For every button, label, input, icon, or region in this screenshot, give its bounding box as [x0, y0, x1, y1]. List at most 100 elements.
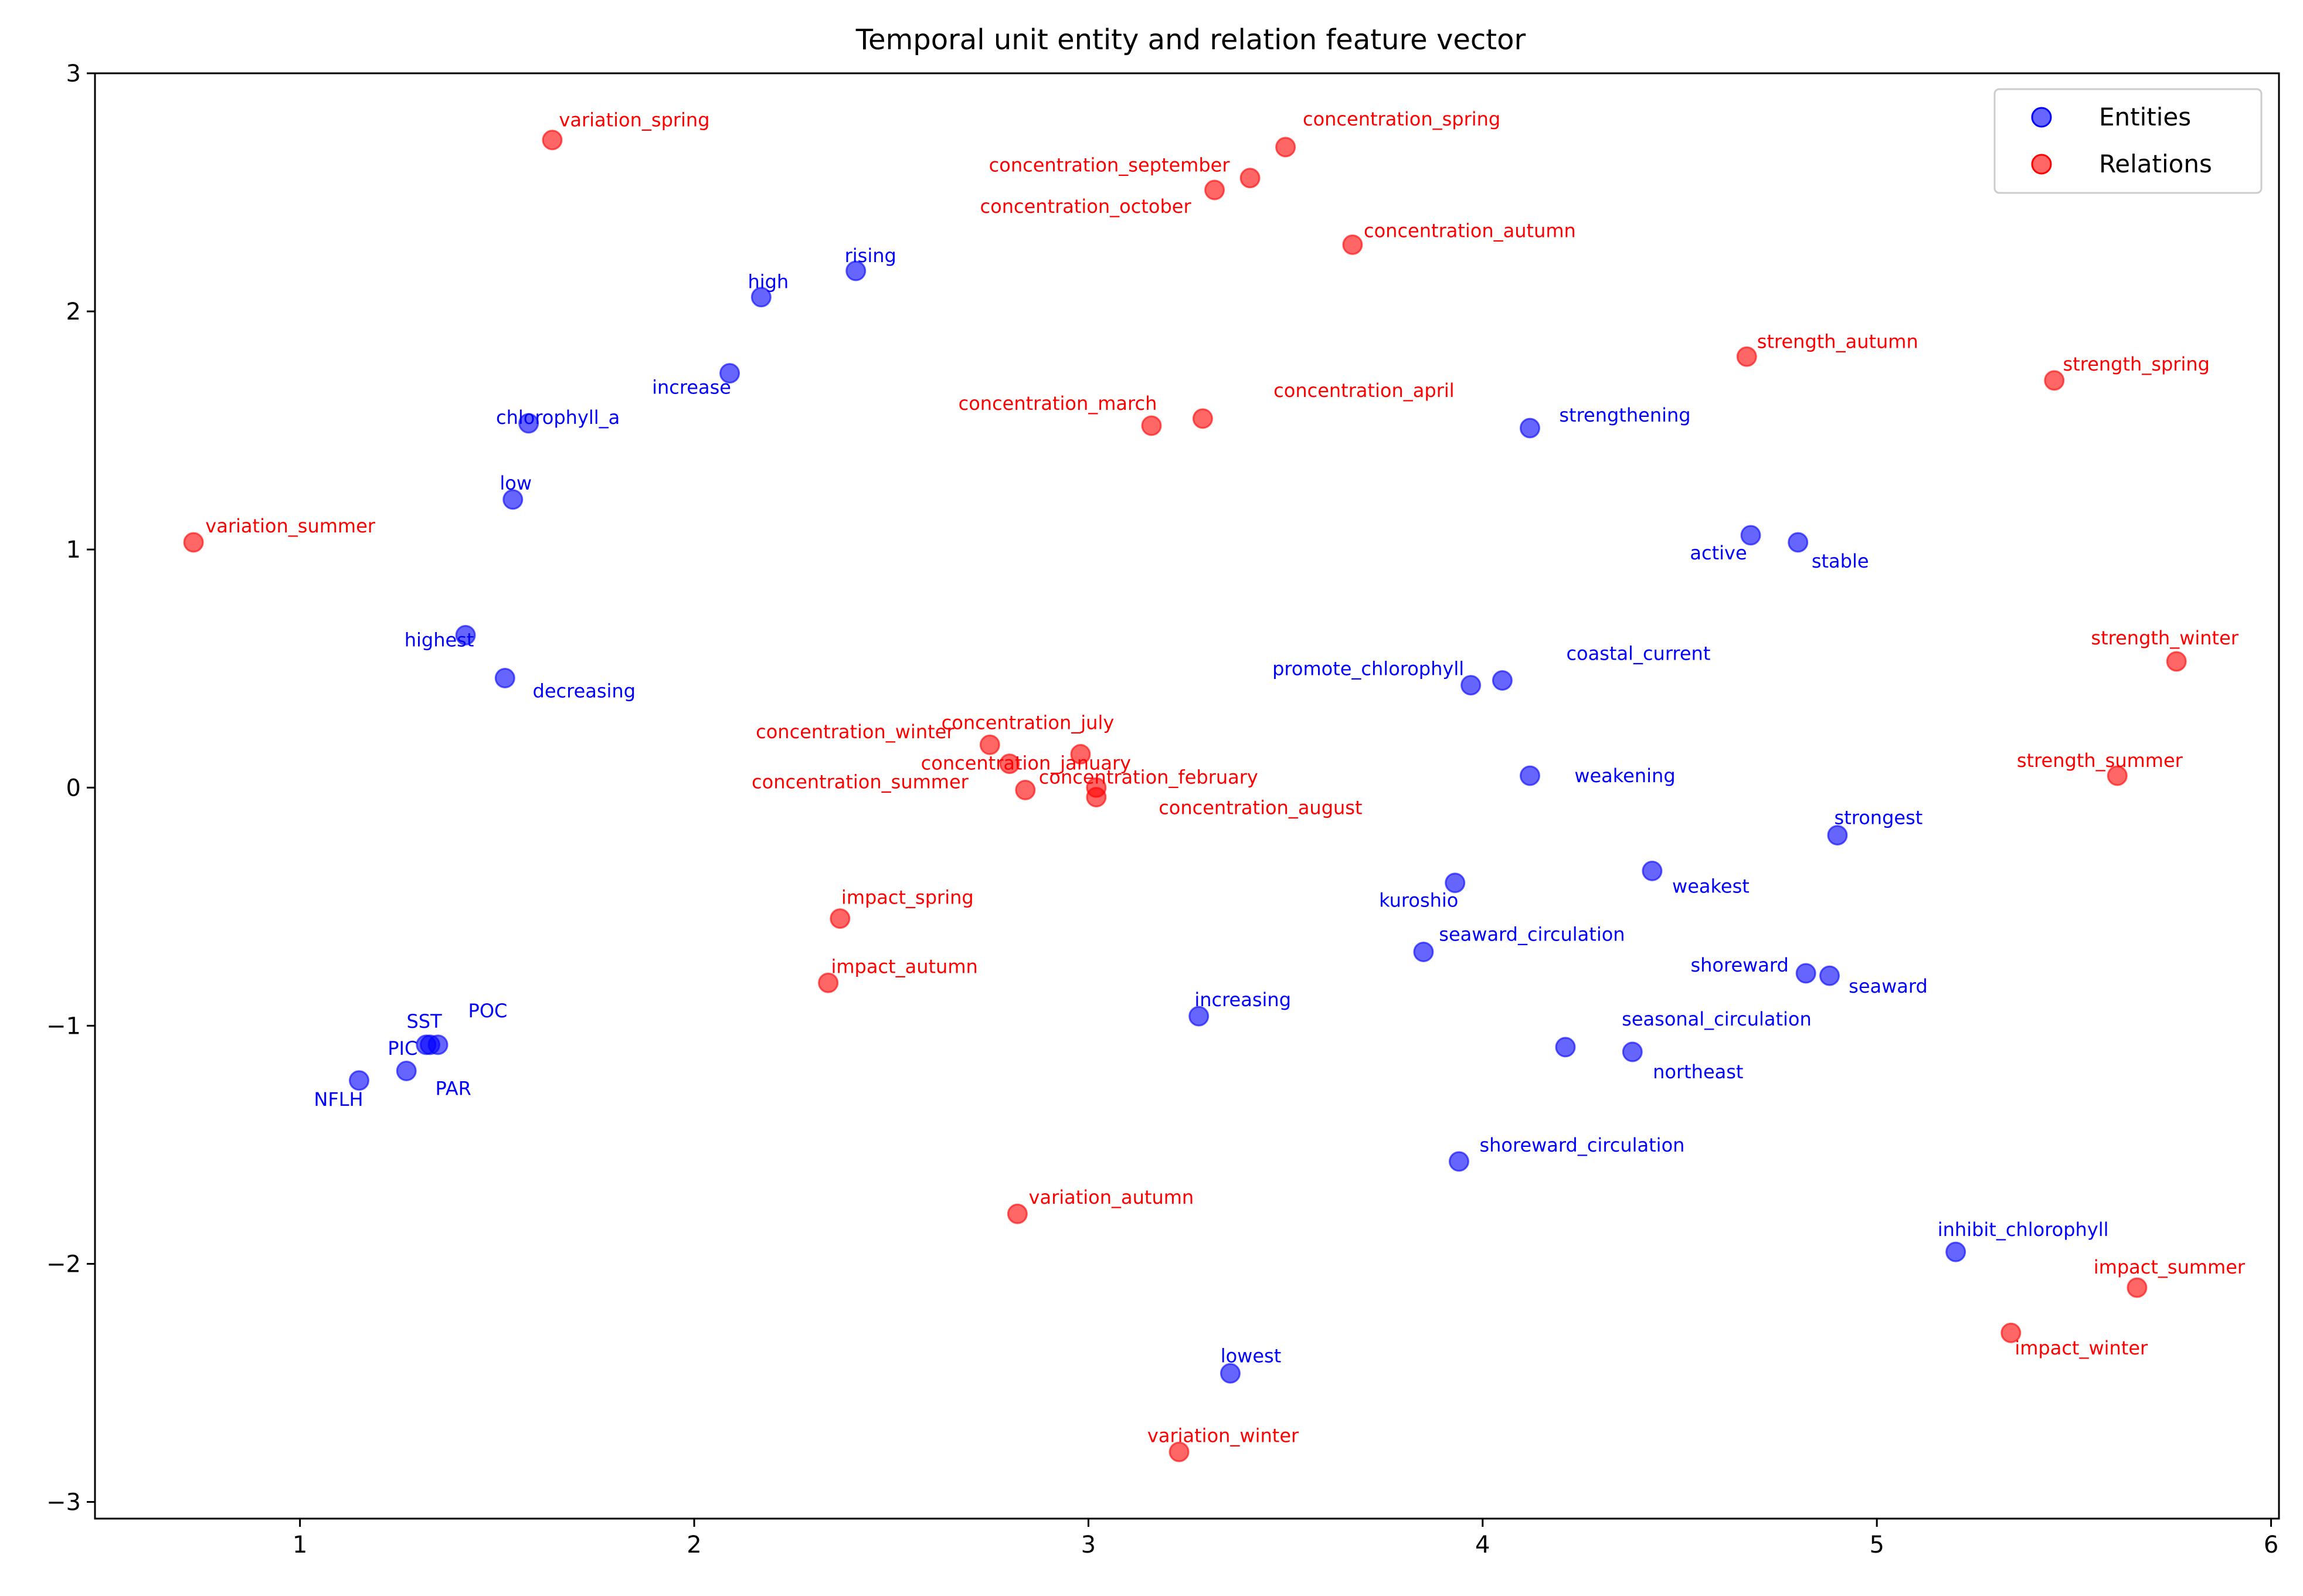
points-layer	[183, 130, 2187, 1462]
relation-label-impact-spring: impact_spring	[841, 887, 974, 909]
chart-title: Temporal unit entity and relation featur…	[855, 23, 1526, 56]
entity-point-high	[750, 287, 772, 308]
entity-point-stable	[1788, 532, 1809, 553]
entity-label-kuroshio: kuroshio	[1379, 889, 1458, 912]
entity-point-pic	[416, 1034, 437, 1055]
y-tick-label: 1	[66, 536, 81, 563]
entity-label-increase: increase	[652, 376, 731, 399]
legend-marker-relations	[2031, 154, 2052, 175]
relation-label-strength-summer: strength_summer	[2017, 749, 2183, 772]
y-tick-label: −1	[46, 1013, 81, 1040]
x-tick-label: 6	[2264, 1532, 2278, 1558]
relation-label-concentration-summer: concentration_summer	[752, 771, 969, 793]
relation-point-variation-autumn	[1007, 1203, 1028, 1224]
entity-point-strongest	[1827, 825, 1848, 846]
entity-point-nflh	[348, 1070, 369, 1091]
legend-frame	[1993, 88, 2263, 194]
entity-point-par	[396, 1061, 417, 1082]
entity-label-northeast: northeast	[1653, 1061, 1743, 1083]
relation-point-concentration-october	[1204, 179, 1225, 201]
entity-point-decreasing	[494, 667, 515, 688]
relation-point-concentration-april	[1192, 408, 1213, 429]
x-tick-label: 3	[1081, 1532, 1096, 1558]
entity-label-seaward: seaward	[1849, 975, 1928, 997]
relation-point-concentration-september	[1239, 168, 1261, 189]
y-tick-label: −2	[46, 1251, 81, 1278]
entity-point-kuroshio	[1445, 872, 1466, 894]
relation-label-concentration-september: concentration_september	[989, 154, 1231, 176]
entity-label-seasonal-circulation: seasonal_circulation	[1622, 1008, 1812, 1030]
entity-point-chlorophyll-a	[518, 413, 539, 434]
entity-label-sst: SST	[406, 1010, 442, 1033]
entity-point-weakening	[1519, 765, 1540, 786]
entity-label-shoreward: shoreward	[1690, 954, 1788, 976]
relation-point-concentration-february	[1015, 779, 1036, 800]
y-tick-label: 2	[66, 298, 81, 325]
entity-point-northeast	[1622, 1041, 1643, 1062]
entity-label-highest: highest	[405, 629, 474, 651]
relation-point-variation-summer	[183, 532, 204, 553]
relation-point-variation-winter	[1169, 1441, 1190, 1462]
relation-point-strength-autumn	[1736, 346, 1757, 367]
relation-label-concentration-july: concentration_july	[942, 711, 1115, 734]
entity-point-shoreward	[1795, 963, 1816, 984]
relation-label-concentration-january: concentration_january	[921, 752, 1131, 774]
relation-label-strength-winter: strength_winter	[2091, 627, 2239, 649]
relation-point-concentration-august	[1086, 787, 1107, 808]
entity-point-weakest	[1642, 860, 1663, 881]
entity-point-increase	[719, 363, 741, 384]
entity-point-rising	[845, 260, 867, 281]
relation-label-strength-autumn: strength_autumn	[1757, 330, 1918, 352]
entity-label-pic: PIC	[388, 1037, 417, 1060]
relation-label-concentration-spring: concentration_spring	[1303, 108, 1500, 130]
y-tick-label: 3	[66, 60, 81, 87]
relation-label-impact-winter: impact_winter	[2015, 1337, 2148, 1359]
axis-ticks: 1 2 3 4 5 6 −3 −2 −1 0 1 2 3	[46, 60, 2278, 1558]
relation-label-concentration-march: concentration_march	[959, 392, 1157, 415]
x-tick-label: 5	[1869, 1532, 1884, 1558]
entity-point-increasing	[1188, 1006, 1210, 1027]
entity-point-coastal-current	[1492, 670, 1513, 691]
relation-label-concentration-autumn: concentration_autumn	[1364, 219, 1576, 242]
entity-point-strengthening	[1519, 417, 1540, 439]
relation-label-strength-spring: strength_spring	[2063, 353, 2210, 375]
legend-marker-entities	[2031, 107, 2052, 128]
relation-point-strength-winter	[2166, 651, 2187, 672]
entity-point-highest	[455, 624, 476, 646]
relation-label-concentration-october: concentration_october	[980, 195, 1192, 218]
entity-label-strengthening: strengthening	[1559, 404, 1690, 426]
plot-frame	[94, 72, 2280, 1520]
relation-point-concentration-march	[1141, 415, 1162, 436]
relation-point-impact-summer	[2127, 1277, 2148, 1298]
relation-point-concentration-autumn	[1342, 234, 1363, 255]
relation-label-concentration-winter: concentration_winter	[756, 721, 955, 743]
entity-label-shoreward-circulation: shoreward_circulation	[1479, 1134, 1684, 1156]
relation-label-concentration-august: concentration_august	[1159, 797, 1362, 819]
entity-point-shoreward-circulation	[1448, 1151, 1469, 1172]
entity-label-lowest: lowest	[1221, 1344, 1282, 1367]
relation-label-variation-winter: variation_winter	[1147, 1424, 1299, 1446]
legend-label-entities: Entities	[2099, 103, 2191, 131]
relation-label-variation-spring: variation_spring	[559, 109, 709, 131]
relation-label-variation-autumn: variation_autumn	[1029, 1186, 1194, 1208]
entity-label-strongest: strongest	[1835, 807, 1923, 829]
entity-label-inhibit-chlorophyll: inhibit_chlorophyll	[1938, 1218, 2109, 1241]
entity-label-coastal-current: coastal_current	[1566, 643, 1710, 665]
relation-point-strength-spring	[2044, 370, 2065, 391]
relation-point-concentration-july	[1070, 743, 1091, 765]
entity-label-weakening: weakening	[1574, 765, 1675, 787]
relation-point-impact-spring	[830, 908, 851, 929]
relation-point-concentration-winter	[979, 734, 1000, 755]
relation-point-strength-summer	[2107, 765, 2128, 786]
x-tick-label: 1	[293, 1532, 307, 1558]
relation-point-concentration-summer	[999, 753, 1020, 775]
entity-label-stable: stable	[1812, 550, 1869, 572]
relation-label-variation-summer: variation_summer	[205, 515, 375, 537]
entity-label-seaward-circulation: seaward_circulation	[1439, 923, 1625, 945]
entity-label-promote-chlorophyll: promote_chlorophyll	[1272, 658, 1464, 680]
labels-layer: variation_spring concentration_springconc…	[205, 108, 2246, 1446]
x-tick-label: 2	[687, 1532, 701, 1558]
relation-label-concentration-february: concentration_february	[1039, 766, 1258, 788]
legend-label-relations: Relations	[2099, 150, 2212, 178]
